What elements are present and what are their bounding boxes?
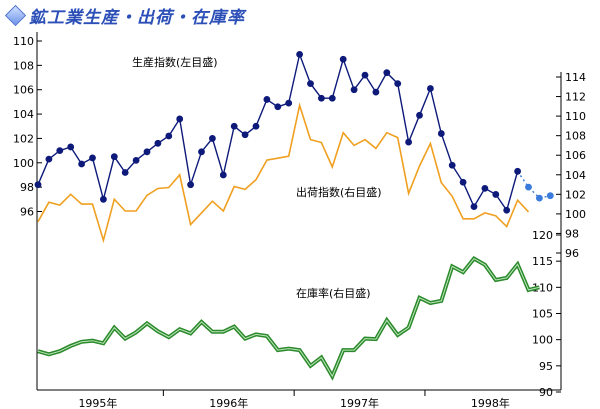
production-point (132, 156, 140, 164)
x-tick-label: 1995年 (78, 396, 117, 409)
y-left-tick-label: 104 (13, 108, 34, 121)
y-axis-right-bottom: 90 95 100 105 110 115 120 (532, 229, 561, 399)
production-point (470, 203, 478, 211)
inventory-line-highlight (37, 257, 540, 378)
y-left-tick-label: 106 (13, 84, 34, 97)
y-right-bottom-tick-label: 90 (539, 386, 553, 399)
y-right-bottom-tick-label: 95 (539, 360, 553, 373)
production-point (437, 130, 445, 137)
production-point (110, 153, 118, 161)
production-point (514, 167, 521, 175)
production-point (339, 55, 347, 63)
inventory-label: 在庫率(右目盛) (296, 286, 371, 300)
production-point (459, 178, 467, 186)
production-point (209, 135, 216, 142)
production-point (143, 148, 151, 156)
production-point (481, 184, 489, 192)
production-point (252, 122, 260, 130)
shipment-label: 出荷指数(右目盛) (296, 185, 382, 199)
production-point (318, 94, 325, 102)
production-point (241, 131, 249, 139)
production-point (78, 160, 85, 168)
production-point (230, 122, 238, 130)
y-left-tick-label: 108 (13, 59, 34, 72)
production-point (372, 88, 380, 96)
y-left-tick-label: 100 (13, 157, 34, 170)
plot-frame (36, 32, 562, 391)
production-point (45, 155, 53, 163)
production-point (56, 147, 64, 155)
production-point (67, 143, 75, 151)
production-point (187, 181, 195, 189)
production-point (416, 111, 423, 119)
y-right-top-tick-label: 104 (565, 169, 586, 182)
production-point (154, 139, 162, 147)
y-axis-left: 96 98 100 102 104 106 108 110 (13, 35, 42, 219)
production-point (394, 80, 402, 88)
production-point (285, 99, 293, 107)
production-point (383, 69, 391, 77)
production-point (448, 161, 456, 169)
y-right-bottom-tick-label: 110 (532, 281, 553, 294)
production-point (503, 206, 511, 214)
forecast-point (536, 194, 543, 202)
y-left-tick-label: 102 (13, 132, 34, 145)
y-right-top-tick-label: 98 (565, 227, 579, 240)
y-left-tick-label: 98 (20, 181, 34, 194)
y-right-bottom-tick-label: 120 (532, 229, 553, 242)
y-right-top-tick-label: 106 (565, 149, 586, 162)
y-right-bottom-tick-label: 100 (532, 334, 553, 347)
production-point (274, 103, 282, 111)
x-tick-label: 1996年 (209, 396, 248, 409)
production-point (427, 85, 434, 92)
forecast-line (517, 170, 551, 199)
y-right-top-tick-label: 100 (565, 208, 586, 221)
y-left-tick-label: 96 (20, 206, 34, 219)
production-point (263, 96, 271, 103)
production-point (307, 80, 314, 88)
y-right-bottom-tick-label: 115 (532, 255, 553, 268)
production-point (492, 191, 500, 198)
production-point (165, 132, 173, 140)
production-point (219, 171, 227, 179)
production-point (198, 148, 205, 156)
production-point (328, 94, 336, 102)
x-tick-label: 1997年 (340, 396, 379, 409)
chart-title: 鉱工業生産・出荷・在庫率 (4, 2, 245, 28)
y-right-top-tick-label: 114 (565, 71, 586, 84)
inventory-line (37, 256, 540, 381)
y-right-top-tick-label: 112 (565, 91, 586, 104)
production-label: 生産指数(左目盛) (132, 55, 218, 69)
y-right-top-tick-label: 102 (565, 188, 586, 201)
series-lines (37, 51, 551, 381)
production-point (176, 115, 184, 123)
forecast-point (546, 192, 554, 200)
y-axis-right-top: 96 98 100 102 104 106 108 110 112 114 (556, 71, 586, 260)
production-point (350, 86, 358, 94)
y-right-bottom-tick-label: 105 (532, 308, 553, 321)
series-markers (34, 50, 554, 214)
y-right-top-tick-label: 110 (565, 110, 586, 123)
production-point (100, 195, 107, 203)
production-point (34, 181, 42, 189)
production-point (361, 71, 369, 79)
x-axis: 1995年 1996年 1997年 1998年 (78, 390, 510, 409)
production-point (121, 169, 129, 176)
production-point (405, 138, 412, 146)
chart-title-text: 鉱工業生産・出荷・在庫率 (29, 7, 245, 28)
y-left-tick-label: 110 (13, 35, 34, 48)
production-point (89, 154, 96, 162)
y-right-top-tick-label: 108 (565, 130, 586, 143)
forecast-point (525, 183, 532, 191)
shipment-line (37, 102, 530, 244)
x-tick-label: 1998年 (471, 396, 510, 409)
production-point (296, 50, 303, 58)
y-right-top-tick-label: 96 (565, 247, 579, 260)
